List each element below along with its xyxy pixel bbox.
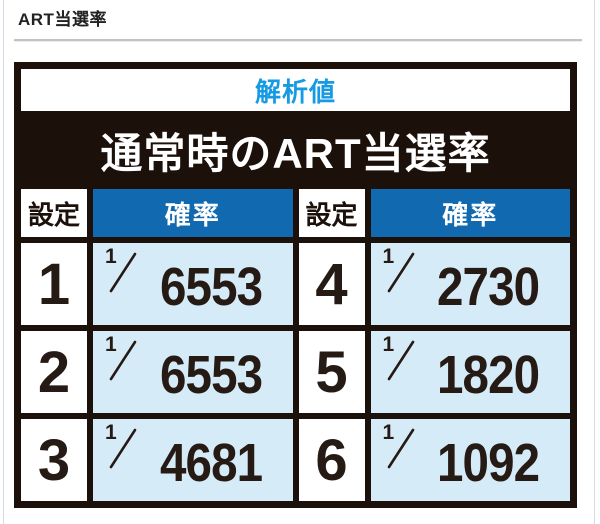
page-left-border: [3, 0, 4, 524]
fraction-slash-icon: [109, 340, 137, 381]
rate-cell: 1 1092: [370, 419, 570, 501]
setting-cell: 1: [21, 243, 87, 325]
column-header-rate-right: 確率: [370, 189, 570, 237]
rate-value: 1820: [437, 345, 540, 405]
rate-value: 1092: [437, 433, 540, 493]
fraction-numerator: 1: [105, 333, 117, 356]
column-header-setting-right: 設定: [298, 189, 365, 237]
setting-cell: 3: [21, 419, 87, 501]
setting-cell: 4: [298, 243, 365, 325]
column-header-rate-left: 確率: [93, 189, 293, 237]
fraction-numerator: 1: [105, 421, 117, 444]
fraction: 1: [381, 421, 417, 470]
fraction: 1: [103, 421, 139, 470]
setting-cell: 2: [21, 331, 87, 413]
fraction-slash-icon: [387, 428, 414, 469]
setting-cell: 5: [298, 331, 365, 413]
fraction-slash-icon: [387, 252, 414, 293]
fraction-numerator: 1: [382, 245, 395, 268]
fraction-slash-icon: [109, 428, 137, 469]
column-header-setting-left: 設定: [21, 189, 87, 237]
divider: [14, 39, 582, 42]
rate-cell: 1 4681: [93, 419, 293, 501]
rate-cell: 1 2730: [370, 243, 570, 325]
fraction-numerator: 1: [382, 333, 395, 356]
rate-cell: 1 6553: [93, 331, 293, 413]
page-right-border: [594, 0, 595, 524]
setting-cell: 6: [298, 419, 365, 501]
fraction-slash-icon: [109, 252, 137, 293]
fraction: 1: [381, 245, 417, 294]
rate-cell: 1 1820: [370, 331, 570, 413]
fraction-numerator: 1: [382, 421, 395, 444]
art-rate-table: 解析値 通常時のART当選率 設定 確率 設定 確率 1 1 6553 4 1 …: [14, 62, 577, 508]
rate-value: 4681: [159, 433, 263, 493]
fraction: 1: [103, 245, 139, 294]
fraction: 1: [381, 333, 417, 382]
rate-cell: 1 6553: [93, 243, 293, 325]
rate-value: 6553: [159, 257, 263, 317]
badge-label: 解析値: [254, 76, 336, 107]
rate-value: 6553: [159, 345, 263, 405]
page-title: ART当選率: [18, 10, 107, 29]
fraction-slash-icon: [387, 340, 414, 381]
rate-value: 2730: [437, 257, 540, 317]
table-title: 通常時のART当選率: [100, 129, 491, 177]
fraction: 1: [103, 333, 139, 382]
badge-bar: 解析値: [21, 69, 570, 111]
fraction-numerator: 1: [105, 245, 117, 268]
